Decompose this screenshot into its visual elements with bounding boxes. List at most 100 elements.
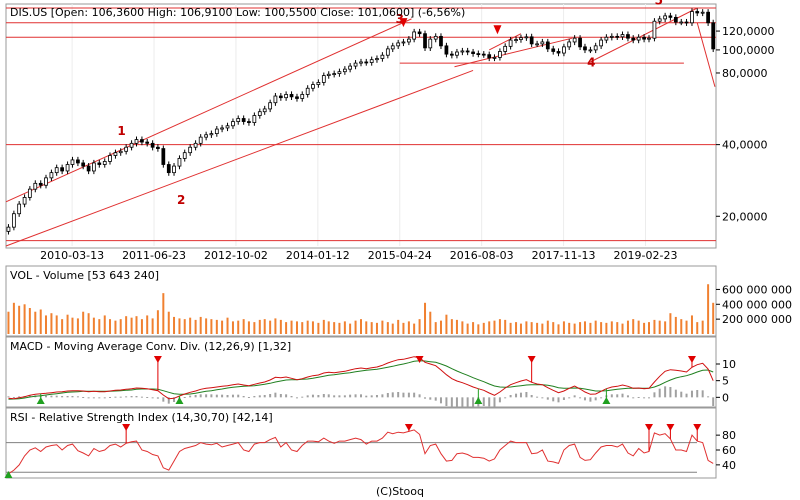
price-candle-body xyxy=(177,158,182,167)
macd-histogram-bar xyxy=(488,397,491,407)
price-candle-body xyxy=(679,21,684,24)
price-candle-body xyxy=(417,31,422,35)
rsi-sell-marker xyxy=(404,424,413,431)
price-candle-body xyxy=(353,62,358,67)
pattern-label: 4 xyxy=(587,56,595,70)
volume-bar xyxy=(370,322,373,334)
volume-bar xyxy=(519,323,522,334)
macd-histogram-bar xyxy=(643,397,646,399)
macd-histogram-bar xyxy=(391,392,394,398)
macd-panel-title: MACD - Moving Average Conv. Div. (12,26,… xyxy=(10,340,291,353)
macd-histogram-bar xyxy=(109,397,112,398)
macd-histogram-bar xyxy=(600,397,603,399)
price-candle-body xyxy=(588,49,593,52)
macd-histogram-bar xyxy=(530,395,533,398)
macd-histogram-bar xyxy=(247,397,250,398)
macd-sell-marker xyxy=(527,356,536,363)
macd-histogram-bar xyxy=(263,395,266,398)
price-candle-body xyxy=(241,118,246,122)
price-x-tick-label: 2014-01-12 xyxy=(286,249,350,262)
price-candle-body xyxy=(604,36,609,41)
price-candle-body xyxy=(471,51,475,54)
volume-bar xyxy=(509,322,512,334)
price-candle-body xyxy=(657,18,662,22)
price-candle-body xyxy=(289,94,294,98)
price-candle-body xyxy=(44,177,48,186)
price-candle-body xyxy=(145,141,150,144)
macd-histogram-bar xyxy=(583,397,586,401)
price-x-tick-label: 2015-04-24 xyxy=(368,249,432,262)
volume-bar xyxy=(504,319,507,334)
volume-bar xyxy=(242,319,245,334)
macd-histogram-bar xyxy=(579,397,582,399)
price-candle-body xyxy=(214,128,219,135)
rsi-line xyxy=(4,424,714,478)
down-arrow-marker xyxy=(493,25,502,35)
macd-histogram-bar xyxy=(210,394,213,398)
price-candle-body xyxy=(12,213,16,228)
volume-bars xyxy=(7,284,715,334)
macd-histogram-bar xyxy=(610,394,613,398)
price-x-tick-label: 2017-11-13 xyxy=(532,249,596,262)
volume-bar xyxy=(199,316,202,334)
price-candle-body xyxy=(476,53,481,55)
volume-bar xyxy=(44,315,47,334)
price-candle-body xyxy=(150,142,155,148)
price-candle-body xyxy=(92,162,96,172)
macd-histogram-bar xyxy=(541,397,544,399)
volume-bar xyxy=(557,324,560,334)
macd-histogram-bar xyxy=(274,392,277,398)
macd-histogram-bar xyxy=(7,396,10,398)
volume-bar xyxy=(151,318,154,334)
price-candle-body xyxy=(161,148,166,165)
macd-histogram-bar xyxy=(130,396,133,398)
upper-channel-line xyxy=(5,18,412,203)
price-candle-body xyxy=(198,136,203,144)
price-candle-body xyxy=(22,197,27,205)
macd-main-line xyxy=(8,356,714,400)
volume-bar xyxy=(365,321,368,334)
macd-histogram-bar xyxy=(343,395,346,398)
macd-histogram-bar xyxy=(632,397,635,399)
macd-lines xyxy=(7,356,715,408)
price-candles xyxy=(6,8,716,235)
price-candle-body xyxy=(460,50,465,53)
price-candle-body xyxy=(140,139,144,143)
price-candle-body xyxy=(551,48,556,52)
volume-bar xyxy=(156,310,159,334)
price-panel-frame xyxy=(5,3,717,249)
price-candle-body xyxy=(326,73,331,76)
rsi-y-tick-label: 40 xyxy=(722,459,736,472)
volume-bar xyxy=(413,323,416,334)
volume-bar xyxy=(397,319,400,334)
volume-bar xyxy=(311,321,314,334)
macd-histogram-bar xyxy=(450,397,453,408)
volume-bar xyxy=(290,320,293,334)
breakdown-line xyxy=(696,22,716,87)
macd-buy-marker xyxy=(474,397,483,404)
volume-bar xyxy=(381,320,384,334)
volume-bar xyxy=(552,322,555,334)
price-candle-body xyxy=(578,37,582,48)
macd-histogram-bar xyxy=(301,396,304,398)
macd-histogram-bar xyxy=(664,386,667,398)
macd-histogram-bar xyxy=(509,395,512,398)
volume-bar xyxy=(439,320,442,334)
price-y-tick-label: 120,0000 xyxy=(722,25,775,38)
price-candle-body xyxy=(385,48,390,56)
macd-histogram-bar xyxy=(61,396,64,398)
macd-histogram-bar xyxy=(18,396,21,398)
price-candle-body xyxy=(615,35,620,38)
volume-bar xyxy=(231,321,234,334)
macd-histogram-bar xyxy=(333,395,336,398)
macd-histogram-bar xyxy=(707,396,710,398)
price-candle-body xyxy=(380,54,385,59)
macd-histogram-bar xyxy=(568,397,571,399)
price-candle-body xyxy=(695,11,700,14)
macd-histogram-bar xyxy=(515,393,518,398)
price-candle-body xyxy=(503,45,508,52)
price-candle-body xyxy=(295,96,299,99)
macd-y-tick-label: 10 xyxy=(722,358,736,371)
macd-histogram-bar xyxy=(317,395,320,398)
